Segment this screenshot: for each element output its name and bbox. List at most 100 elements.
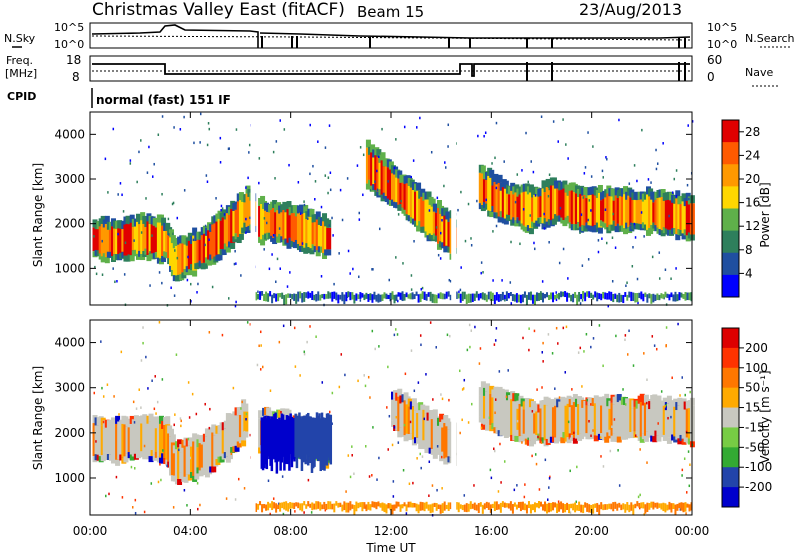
range-cell [311,291,314,300]
range-cell [391,291,394,300]
range-cell [279,267,281,270]
range-cell [420,466,422,470]
range-cell [568,293,571,298]
range-cell [510,302,513,305]
range-cell [457,293,460,299]
range-cell [480,165,486,174]
range-cell [622,294,625,304]
range-cell [479,502,482,507]
range-cell [525,294,528,305]
range-cell [417,504,420,514]
range-cell [321,504,324,510]
freq-unit: [MHz] [5,67,37,80]
range-cell [610,188,616,197]
range-cell [158,415,164,424]
range-cell [263,217,266,220]
range-cell [464,239,467,243]
range-cell [310,511,313,514]
range-cell [505,184,508,188]
range-cell [374,347,376,351]
colorbar-segment [722,252,739,276]
range-cell [642,293,645,302]
range-cell [470,329,473,332]
range-cell [179,417,182,420]
range-cell [541,351,544,354]
range-cell [590,209,592,212]
range-cell [615,334,617,338]
range-cell [118,413,120,416]
range-cell [102,420,105,424]
range-cell [271,294,274,304]
range-cell [147,387,149,390]
range-cell [540,291,542,294]
range-cell [517,294,520,303]
range-cell [562,503,565,513]
range-cell [428,494,430,497]
range-cell [397,441,400,444]
range-cell [612,212,614,216]
range-cell [435,226,438,229]
range-cell [656,293,659,301]
range-cell [172,232,174,236]
range-cell [656,435,662,442]
range-cell [123,456,129,463]
range-cell [421,286,424,290]
range-cell [177,478,183,485]
range-cell [388,278,391,282]
range-cell [326,227,332,250]
ytick-label: 3000 [54,381,85,395]
range-cell [349,272,351,275]
range-cell [476,199,478,203]
range-cell [295,293,298,304]
range-cell [307,501,310,507]
range-cell [581,264,584,267]
range-cell [158,271,161,274]
range-cell [435,503,438,511]
range-cell [263,503,266,509]
range-cell [401,504,404,509]
range-cell [514,220,520,227]
range-cell [358,211,361,215]
range-cell [165,222,171,231]
range-cell [380,152,386,161]
range-cell [457,208,459,212]
range-cell [271,253,273,256]
range-cell [493,501,496,512]
range-cell [329,292,332,299]
range-cell [267,293,270,302]
range-cell [637,495,640,499]
range-cell [291,418,295,460]
range-cell [531,504,534,511]
range-cell [160,478,162,482]
range-cell [462,387,465,390]
range-cell [417,294,420,303]
range-cell [243,431,249,438]
ytick-label: 4000 [54,336,85,350]
range-cell [495,292,498,301]
range-cell [636,277,639,281]
range-cell [324,174,327,177]
range-cell [377,293,380,303]
range-cell [646,378,648,381]
range-cell [587,131,589,134]
range-cell [548,486,550,489]
range-cell [608,503,611,509]
range-cell [469,501,472,510]
range-cell [682,293,685,299]
range-cell [241,400,243,404]
range-cell [307,217,309,220]
range-cell [158,321,161,324]
range-cell [576,465,578,469]
range-cell [411,398,417,407]
range-cell [656,395,662,404]
range-cell [471,503,474,509]
range-cell [273,293,276,299]
range-cell [315,250,321,257]
freq-panel: Freq. [MHz] 18 8 60 0 Nave [5,53,778,87]
range-cell [540,115,543,118]
range-cell [513,488,516,492]
range-cell [530,160,532,163]
range-cell [159,463,161,466]
range-cell [668,214,670,218]
range-cell [296,415,300,458]
